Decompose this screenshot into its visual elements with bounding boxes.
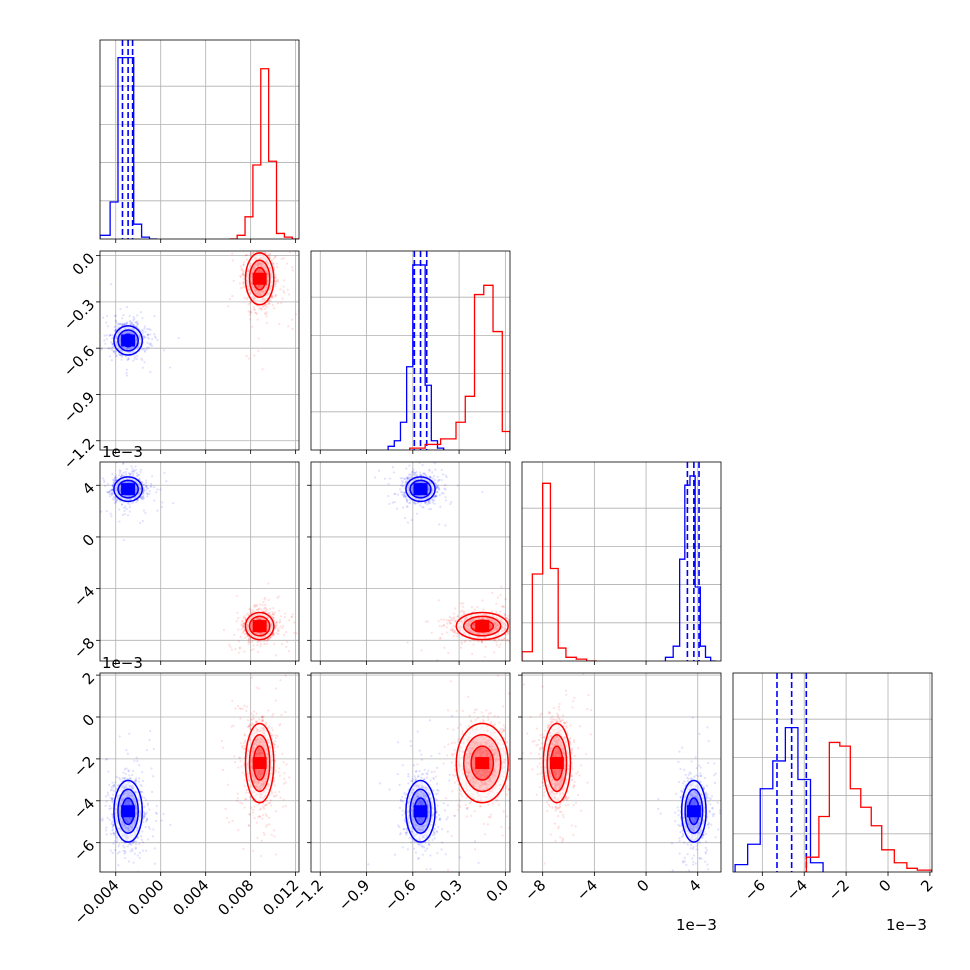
y-tick-label: −0.6 (60, 342, 98, 380)
panel-frame (99, 250, 300, 451)
panel-frame (310, 250, 511, 451)
y-tick-label: −8 (70, 634, 98, 662)
x-tick-label: −0.9 (335, 876, 373, 914)
panel-0-0 (99, 39, 300, 243)
x-tick-label: −2 (825, 876, 853, 904)
panel-frame (99, 672, 300, 873)
density-peak (475, 757, 490, 770)
y-tick-label: −4 (70, 582, 98, 610)
density-peak (121, 334, 136, 347)
histogram-p3-series-0 (664, 475, 716, 661)
x-tick-label: 0.0 (483, 876, 513, 906)
histogram-p2-series-0 (387, 264, 445, 450)
density-peak (121, 483, 136, 496)
y-tick-label: −0.3 (60, 296, 98, 334)
panel-3-3 (732, 672, 933, 876)
density-peak (121, 805, 136, 818)
x-tick-label: −8 (521, 876, 549, 904)
histogram-p1-series-0 (100, 56, 158, 239)
histogram-p4-series-0 (734, 726, 824, 872)
panel-3-2 (518, 672, 722, 876)
panel-1-0 (96, 250, 300, 454)
density-peak (252, 272, 267, 285)
x-tick-label: −4 (573, 876, 601, 904)
offset-label: 1e−3 (676, 916, 717, 934)
panel-2-2 (521, 461, 722, 665)
y-tick-label: −6 (70, 836, 98, 864)
panel-frame (732, 672, 933, 873)
panel-frame (521, 672, 722, 873)
panel-1-1 (310, 250, 511, 454)
x-tick-label: −0.3 (427, 876, 465, 914)
x-tick-label: −4 (783, 876, 811, 904)
panel-frame (99, 39, 300, 240)
y-tick-label: −4 (70, 794, 98, 822)
y-tick-label: 4 (79, 479, 98, 498)
x-tick-label: 0 (875, 876, 894, 895)
panel-3-1 (307, 672, 511, 876)
x-tick-label: 2 (917, 876, 936, 895)
density-peak (413, 483, 428, 496)
histogram-p4-series-1 (805, 741, 932, 872)
density-peak (475, 620, 490, 633)
density-peak (686, 805, 701, 818)
histogram-p1-series-1 (229, 68, 299, 239)
offset-label: 1e−3 (886, 916, 927, 934)
panel-frame (310, 461, 511, 662)
panel-3-0 (96, 672, 300, 876)
panel-2-1 (307, 461, 511, 665)
y-tick-label: −2 (70, 753, 98, 781)
y-tick-label: −0.9 (60, 388, 98, 426)
histogram-p3-series-1 (522, 482, 597, 661)
panel-2-0 (96, 461, 300, 665)
histogram-p2-series-1 (409, 284, 510, 450)
panel-frame (310, 672, 511, 873)
y-tick-label: 0 (79, 711, 98, 730)
offset-label: 1e−3 (102, 443, 143, 461)
x-tick-label: 0.000 (124, 876, 167, 919)
density-peak (549, 757, 564, 770)
x-tick-label: −6 (741, 876, 769, 904)
x-tick-label: 0 (633, 876, 652, 895)
x-tick-label: 4 (685, 876, 704, 895)
y-tick-label: −1.2 (60, 434, 98, 472)
offset-label: 1e−3 (102, 654, 143, 672)
panel-frame (99, 461, 300, 662)
density-peak (252, 757, 267, 770)
density-peak (252, 620, 267, 633)
y-tick-label: 0 (79, 531, 98, 550)
x-tick-label: 0.008 (214, 876, 257, 919)
y-tick-label: 2 (79, 669, 98, 688)
y-tick-label: 0.0 (69, 249, 99, 279)
x-tick-label: −0.004 (71, 876, 123, 928)
density-peak (413, 805, 428, 818)
x-tick-label: 0.004 (169, 876, 212, 919)
panel-frame (521, 461, 722, 662)
x-tick-label: −0.6 (381, 876, 419, 914)
